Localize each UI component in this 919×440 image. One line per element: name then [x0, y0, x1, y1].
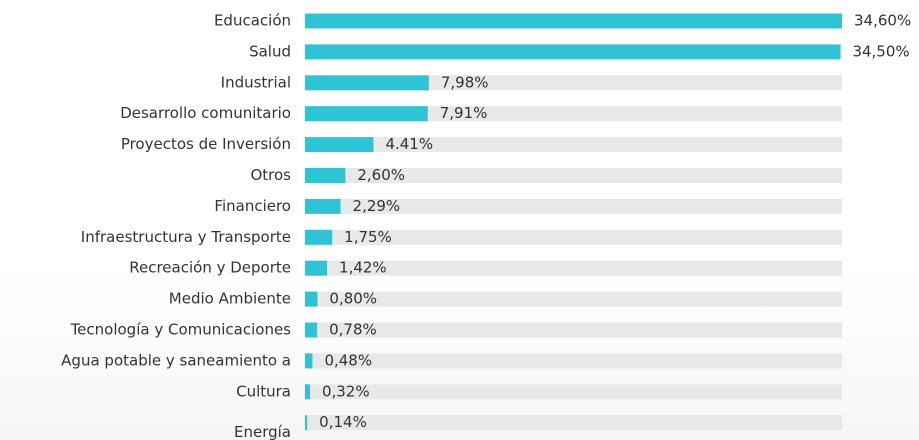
category-label: Tecnología y Comunicaciones: [70, 321, 292, 339]
bar: [305, 13, 842, 29]
category-label: Agua potable y saneamiento a: [61, 351, 291, 369]
bar: [305, 198, 341, 214]
value-label: 0,78%: [329, 321, 377, 339]
category-label: Recreación y Deporte: [129, 259, 291, 277]
value-label: 2,29%: [353, 197, 401, 215]
bar: [305, 229, 333, 245]
bar-track: [305, 229, 842, 245]
value-label: 0,32%: [322, 382, 370, 400]
category-label: Proyectos de Inversión: [121, 135, 291, 153]
bar-track: [305, 322, 842, 338]
bar: [305, 44, 841, 60]
bar-track: [305, 75, 842, 91]
category-label: Energía: [234, 423, 291, 440]
bar-track: [305, 137, 842, 153]
bar: [305, 322, 318, 338]
value-label: 1,42%: [339, 259, 387, 277]
value-label: 1,75%: [344, 228, 392, 246]
bar-track: [305, 353, 842, 369]
bar: [305, 260, 328, 276]
bar-track: [305, 384, 842, 400]
bar: [305, 384, 310, 400]
bar-track: [305, 415, 842, 431]
category-label: Industrial: [221, 73, 291, 91]
bar: [305, 168, 346, 183]
bar: [305, 353, 313, 369]
value-label: 4.41%: [385, 135, 433, 153]
category-label: Medio Ambiente: [169, 290, 291, 308]
bar: [305, 137, 374, 153]
category-label: Desarrollo comunitario: [120, 104, 291, 122]
bar: [305, 106, 428, 122]
bar-track: [305, 106, 842, 122]
value-label: 7,91%: [440, 104, 488, 122]
value-label: 0,80%: [329, 290, 377, 308]
value-label: 34,60%: [854, 12, 911, 30]
bar-track: [305, 291, 842, 307]
value-label: 2,60%: [357, 166, 405, 184]
bar: [305, 75, 429, 91]
value-label: 34,50%: [852, 42, 909, 60]
bar-track: [305, 260, 842, 276]
value-label: 0,48%: [324, 351, 372, 369]
category-label: Salud: [249, 42, 291, 60]
value-label: 7,98%: [441, 73, 489, 91]
bar-track: [305, 168, 842, 183]
category-label: Educación: [214, 12, 291, 30]
category-label: Otros: [250, 166, 291, 184]
bar: [305, 291, 318, 307]
category-label: Infraestructura y Transporte: [81, 228, 291, 246]
bar: [305, 415, 308, 431]
value-label: 0,14%: [319, 413, 367, 431]
category-label: Cultura: [236, 382, 291, 400]
bar-track: [305, 198, 842, 214]
category-label: Financiero: [214, 197, 291, 215]
